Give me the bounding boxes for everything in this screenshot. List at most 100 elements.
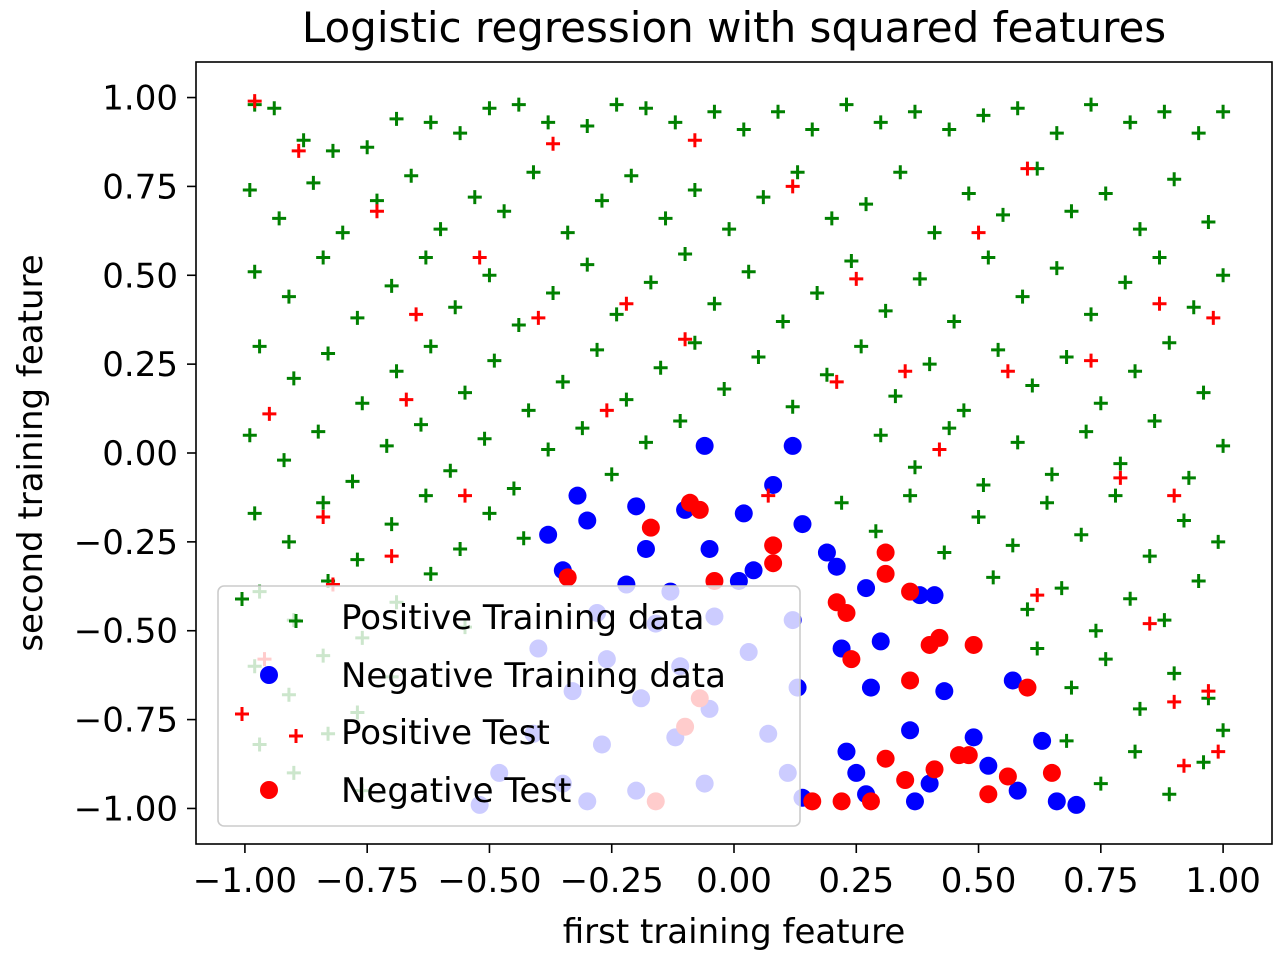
positive-train-point xyxy=(453,126,468,141)
positive-train-point xyxy=(1054,581,1069,596)
positive-train-point xyxy=(961,186,976,201)
positive-train-point xyxy=(423,566,438,581)
chart-title: Logistic regression with squared feature… xyxy=(302,3,1166,52)
positive-train-point xyxy=(1049,261,1064,276)
positive-train-point xyxy=(541,115,556,130)
positive-train-point xyxy=(477,431,492,446)
negative-train-point xyxy=(861,678,880,697)
positive-train-point xyxy=(834,495,849,510)
positive-train-point xyxy=(487,353,502,368)
positive-train-point xyxy=(619,392,634,407)
positive-train-point xyxy=(325,143,340,158)
negative-test-point xyxy=(896,771,915,790)
positive-test-point xyxy=(932,442,947,457)
negative-train-point xyxy=(744,561,763,580)
y-tick-label: 1.00 xyxy=(102,79,178,119)
positive-train-point xyxy=(546,286,561,301)
positive-test-point xyxy=(531,310,546,325)
positive-test-points xyxy=(247,94,1226,773)
x-tick-label: −0.50 xyxy=(437,861,541,901)
legend-entry: Negative Test xyxy=(260,771,571,811)
positive-train-point xyxy=(673,414,688,429)
positive-test-point xyxy=(546,136,561,151)
positive-train-point xyxy=(350,310,365,325)
positive-train-point xyxy=(1186,300,1201,315)
positive-train-point xyxy=(868,524,883,539)
positive-train-point xyxy=(404,168,419,183)
positive-train-point xyxy=(316,250,331,265)
positive-test-point xyxy=(369,204,384,219)
positive-train-point xyxy=(482,506,497,521)
positive-train-point xyxy=(717,382,732,397)
positive-train-point xyxy=(1142,549,1157,564)
x-axis: −1.00 −0.75 −0.50 −0.25 0.00 0.25 0.50 0.75 1.00 xyxy=(193,844,1261,901)
positive-train-point xyxy=(379,438,394,453)
positive-train-point xyxy=(922,357,937,372)
y-axis: −1.00 −0.75 −0.50 −0.25 0.00 0.25 0.50 0.75 1.00 xyxy=(74,79,196,829)
positive-train-point xyxy=(516,531,531,546)
positive-train-point xyxy=(1010,435,1025,450)
negative-test-point xyxy=(930,628,949,647)
legend-box xyxy=(217,585,801,827)
positive-train-point xyxy=(687,335,702,350)
negative-train-point xyxy=(905,792,924,811)
positive-train-point xyxy=(511,318,526,333)
positive-train-point xyxy=(389,364,404,379)
positive-test-point xyxy=(1167,488,1182,503)
negative-train-point xyxy=(783,436,802,455)
positive-train-point xyxy=(1167,172,1182,187)
x-tick-label: −1.00 xyxy=(193,861,297,901)
positive-train-point xyxy=(555,374,570,389)
positive-train-point xyxy=(722,222,737,237)
positive-train-point xyxy=(824,211,839,226)
positive-train-point xyxy=(316,495,331,510)
positive-train-point xyxy=(976,108,991,123)
positive-test-point xyxy=(262,406,277,421)
negative-train-point xyxy=(1033,731,1052,750)
positive-test-point xyxy=(785,179,800,194)
positive-train-point xyxy=(1157,613,1172,628)
positive-train-point xyxy=(1059,733,1074,748)
positive-train-point xyxy=(1064,680,1079,695)
positive-train-point xyxy=(1098,186,1113,201)
positive-train-point xyxy=(1167,666,1182,681)
positive-train-point xyxy=(771,104,786,119)
positive-train-point xyxy=(360,140,375,155)
negative-test-point xyxy=(901,582,920,601)
positive-test-point xyxy=(1201,684,1216,699)
legend: Positive Training data Negative Training … xyxy=(217,585,801,827)
positive-train-point xyxy=(1093,396,1108,411)
positive-train-point xyxy=(281,534,296,549)
positive-train-point xyxy=(575,421,590,436)
negative-test-point xyxy=(861,792,880,811)
positive-train-point xyxy=(1064,204,1079,219)
positive-train-point xyxy=(247,264,262,279)
positive-train-point xyxy=(335,225,350,240)
negative-test-point xyxy=(925,760,944,779)
y-tick-label: 0.75 xyxy=(102,167,178,207)
legend-marker xyxy=(289,729,303,743)
negative-test-point xyxy=(832,792,851,811)
positive-train-point xyxy=(736,122,751,137)
positive-train-point xyxy=(1147,414,1162,429)
positive-train-point xyxy=(609,307,624,322)
positive-train-point xyxy=(1216,438,1231,453)
positive-train-point xyxy=(526,165,541,180)
positive-train-point xyxy=(384,517,399,532)
positive-train-point xyxy=(1176,513,1191,528)
y-axis-label: second training feature xyxy=(11,254,51,651)
positive-train-point xyxy=(1216,104,1231,119)
positive-train-point xyxy=(844,254,859,269)
positive-train-point xyxy=(590,342,605,357)
negative-train-point xyxy=(793,515,812,534)
positive-train-point xyxy=(350,552,365,567)
positive-train-point xyxy=(1093,776,1108,791)
negative-train-point xyxy=(837,742,856,761)
positive-train-point xyxy=(1088,623,1103,638)
positive-test-point xyxy=(1000,364,1015,379)
negative-train-point xyxy=(1047,792,1066,811)
positive-train-point xyxy=(1025,378,1040,393)
legend-label: Positive Training data xyxy=(341,598,704,638)
negative-test-point xyxy=(959,746,978,765)
negative-train-point xyxy=(1008,781,1027,800)
